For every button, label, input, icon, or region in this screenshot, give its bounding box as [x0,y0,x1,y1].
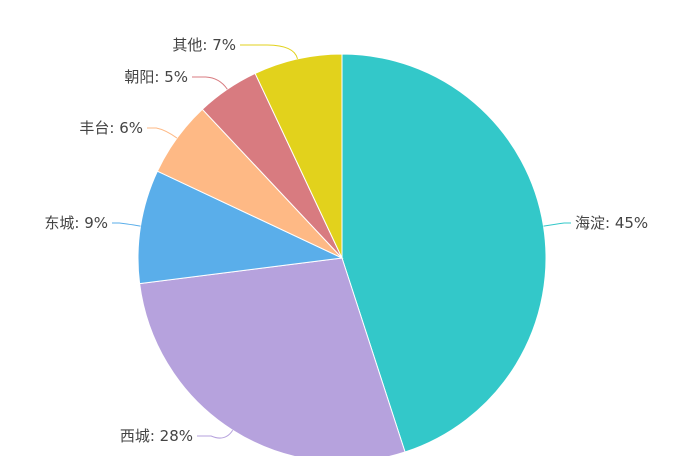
label-line-2 [112,222,141,227]
slice-label-3: 丰台: 6% [79,119,143,137]
label-line-4 [192,76,228,90]
pie-slice-5[interactable] [254,53,343,259]
pie-slice-2[interactable] [137,170,344,285]
slice-label-2: 东城: 9% [44,214,108,232]
slice-label-5: 其他: 7% [172,36,236,54]
pie-slice-0[interactable] [341,53,547,453]
label-line-0 [543,222,571,227]
slice-label-1: 西城: 28% [120,427,193,445]
pie-slice-1[interactable] [139,257,406,456]
slice-label-4: 朝阳: 5% [124,68,188,86]
label-line-1 [197,429,234,439]
label-line-5 [240,44,298,60]
label-line-3 [147,127,178,139]
slice-label-0: 海淀: 45% [575,214,648,232]
